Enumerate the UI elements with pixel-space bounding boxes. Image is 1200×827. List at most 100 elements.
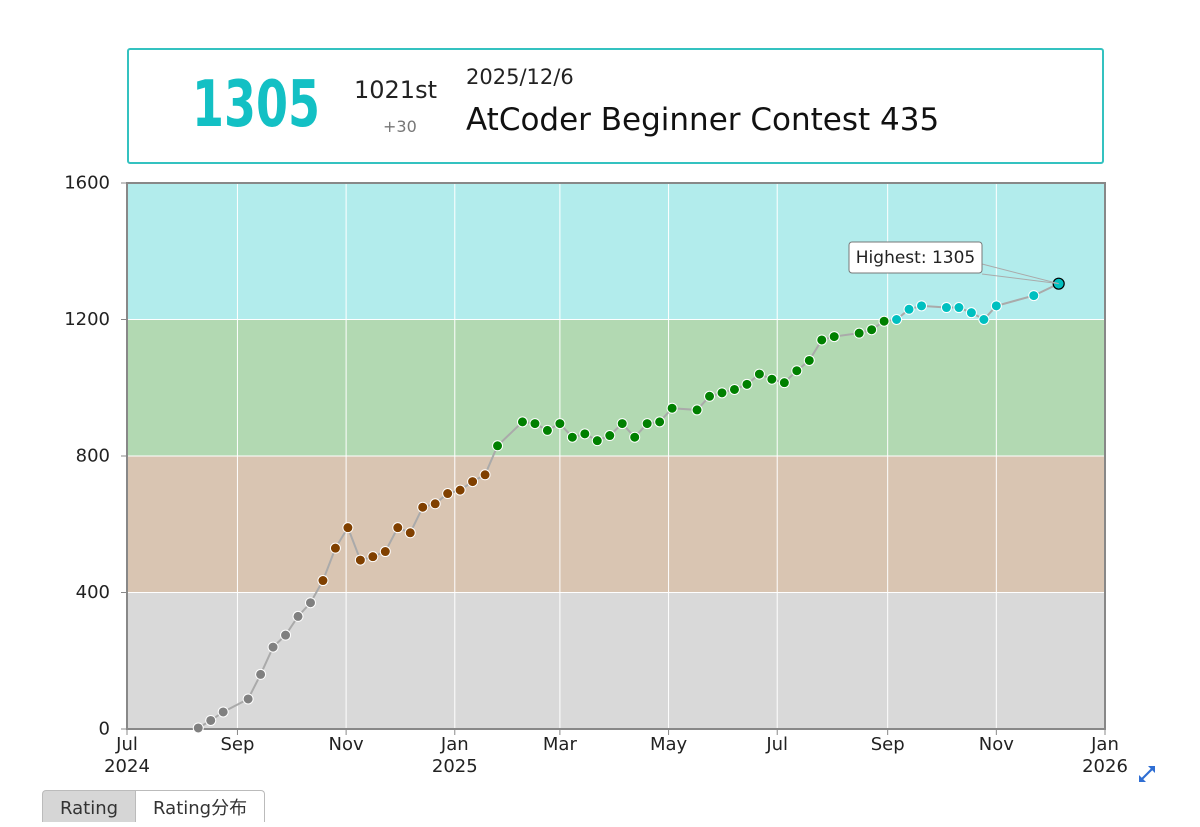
data-point[interactable] bbox=[379, 546, 391, 558]
data-point[interactable] bbox=[728, 383, 740, 395]
x-tick-label: Jul bbox=[115, 734, 138, 755]
data-point[interactable] bbox=[891, 314, 903, 325]
rating-delta: +30 bbox=[383, 117, 417, 136]
data-point[interactable] bbox=[267, 641, 279, 653]
data-point[interactable] bbox=[429, 498, 441, 510]
data-point[interactable] bbox=[454, 484, 466, 496]
data-point[interactable] bbox=[604, 430, 616, 442]
data-point[interactable] bbox=[217, 706, 229, 718]
y-tick-label: 1200 bbox=[64, 309, 110, 330]
data-point[interactable] bbox=[641, 418, 653, 430]
data-point[interactable] bbox=[242, 693, 254, 705]
data-point[interactable] bbox=[354, 554, 366, 566]
data-point[interactable] bbox=[591, 435, 603, 447]
y-tick-label: 0 bbox=[99, 719, 110, 740]
data-point[interactable] bbox=[916, 300, 928, 312]
data-point[interactable] bbox=[978, 314, 990, 325]
annotation-box bbox=[848, 241, 983, 274]
data-point[interactable] bbox=[492, 440, 504, 452]
data-point[interactable] bbox=[965, 307, 977, 319]
data-point[interactable] bbox=[691, 404, 703, 416]
x-tick-year: 2025 bbox=[432, 756, 478, 777]
expand-arrows-icon[interactable] bbox=[1136, 763, 1158, 785]
data-point[interactable] bbox=[554, 418, 566, 430]
data-point[interactable] bbox=[753, 368, 765, 380]
x-tick-label: Sep bbox=[871, 734, 905, 755]
data-point[interactable] bbox=[442, 488, 454, 500]
data-point[interactable] bbox=[541, 424, 553, 436]
x-tick-year: 2024 bbox=[104, 756, 150, 777]
contest-info-panel: 1305 1021st +30 2025/12/6 AtCoder Beginn… bbox=[127, 48, 1104, 164]
data-point[interactable] bbox=[616, 418, 628, 430]
data-point[interactable] bbox=[778, 377, 790, 389]
rating-band-0 bbox=[127, 592, 1105, 729]
data-point[interactable] bbox=[417, 501, 429, 513]
tab-rating[interactable]: Rating bbox=[42, 790, 137, 822]
data-point[interactable] bbox=[716, 387, 728, 399]
y-tick-label: 800 bbox=[76, 446, 110, 467]
data-point[interactable] bbox=[766, 373, 778, 385]
data-point[interactable] bbox=[903, 303, 915, 315]
data-point[interactable] bbox=[255, 668, 267, 680]
data-point[interactable] bbox=[404, 527, 416, 539]
data-point[interactable] bbox=[853, 327, 865, 339]
data-point[interactable] bbox=[467, 476, 479, 488]
contest-date: 2025/12/6 bbox=[466, 65, 574, 89]
data-point[interactable] bbox=[280, 629, 292, 641]
data-point[interactable] bbox=[791, 365, 803, 377]
data-point[interactable] bbox=[654, 416, 666, 428]
data-point[interactable] bbox=[579, 428, 591, 440]
data-point[interactable] bbox=[704, 390, 716, 402]
data-point[interactable] bbox=[304, 597, 316, 609]
rating-band-1 bbox=[127, 456, 1105, 593]
y-tick-label: 400 bbox=[76, 582, 110, 603]
data-point[interactable] bbox=[392, 522, 404, 534]
x-tick-label: May bbox=[650, 734, 688, 755]
data-point[interactable] bbox=[629, 431, 641, 443]
data-point[interactable] bbox=[666, 402, 678, 414]
x-tick-label: Jul bbox=[765, 734, 788, 755]
x-tick-year: 2026 bbox=[1082, 756, 1128, 777]
data-point[interactable] bbox=[329, 542, 341, 554]
data-point[interactable] bbox=[529, 418, 541, 430]
x-tick-label: Jan bbox=[1090, 734, 1119, 755]
data-point[interactable] bbox=[953, 302, 965, 314]
data-point[interactable] bbox=[828, 331, 840, 343]
data-point[interactable] bbox=[516, 416, 528, 428]
x-tick-label: Jan bbox=[440, 734, 469, 755]
y-tick-label: 1600 bbox=[64, 173, 110, 194]
data-point[interactable] bbox=[940, 302, 952, 314]
rating-color-bands bbox=[127, 183, 1105, 729]
annotation-leader bbox=[981, 263, 1059, 285]
contest-name: AtCoder Beginner Contest 435 bbox=[466, 102, 940, 138]
tab-rating-distribution[interactable]: Rating分布 bbox=[136, 790, 266, 822]
data-point[interactable] bbox=[367, 551, 379, 563]
data-point[interactable] bbox=[816, 334, 828, 346]
data-point[interactable] bbox=[866, 324, 878, 336]
data-point[interactable] bbox=[990, 300, 1002, 312]
annotation-text: Highest: 1305 bbox=[856, 248, 975, 268]
data-point[interactable] bbox=[803, 354, 815, 366]
data-point[interactable] bbox=[1028, 290, 1040, 302]
rating-series bbox=[192, 277, 1065, 734]
data-point[interactable] bbox=[479, 469, 491, 481]
current-rating: 1305 bbox=[192, 68, 320, 142]
annotation-leader bbox=[981, 273, 1059, 285]
data-point[interactable] bbox=[342, 522, 354, 534]
data-point[interactable] bbox=[878, 315, 890, 327]
chart-tabs: Rating Rating分布 bbox=[42, 790, 266, 822]
data-point[interactable] bbox=[566, 431, 578, 443]
data-point[interactable] bbox=[292, 610, 304, 622]
contest-rank: 1021st bbox=[354, 76, 437, 104]
x-tick-label: Nov bbox=[979, 734, 1014, 755]
current-rating-value: 1305 bbox=[192, 68, 320, 142]
data-point[interactable] bbox=[192, 722, 204, 734]
x-tick-label: Sep bbox=[220, 734, 254, 755]
data-point[interactable] bbox=[317, 575, 329, 587]
x-tick-label: Nov bbox=[329, 734, 364, 755]
data-point[interactable] bbox=[205, 714, 217, 726]
data-point[interactable] bbox=[741, 378, 753, 390]
y-axis-ticks: 0 400 800 1200 1600 bbox=[64, 173, 127, 740]
